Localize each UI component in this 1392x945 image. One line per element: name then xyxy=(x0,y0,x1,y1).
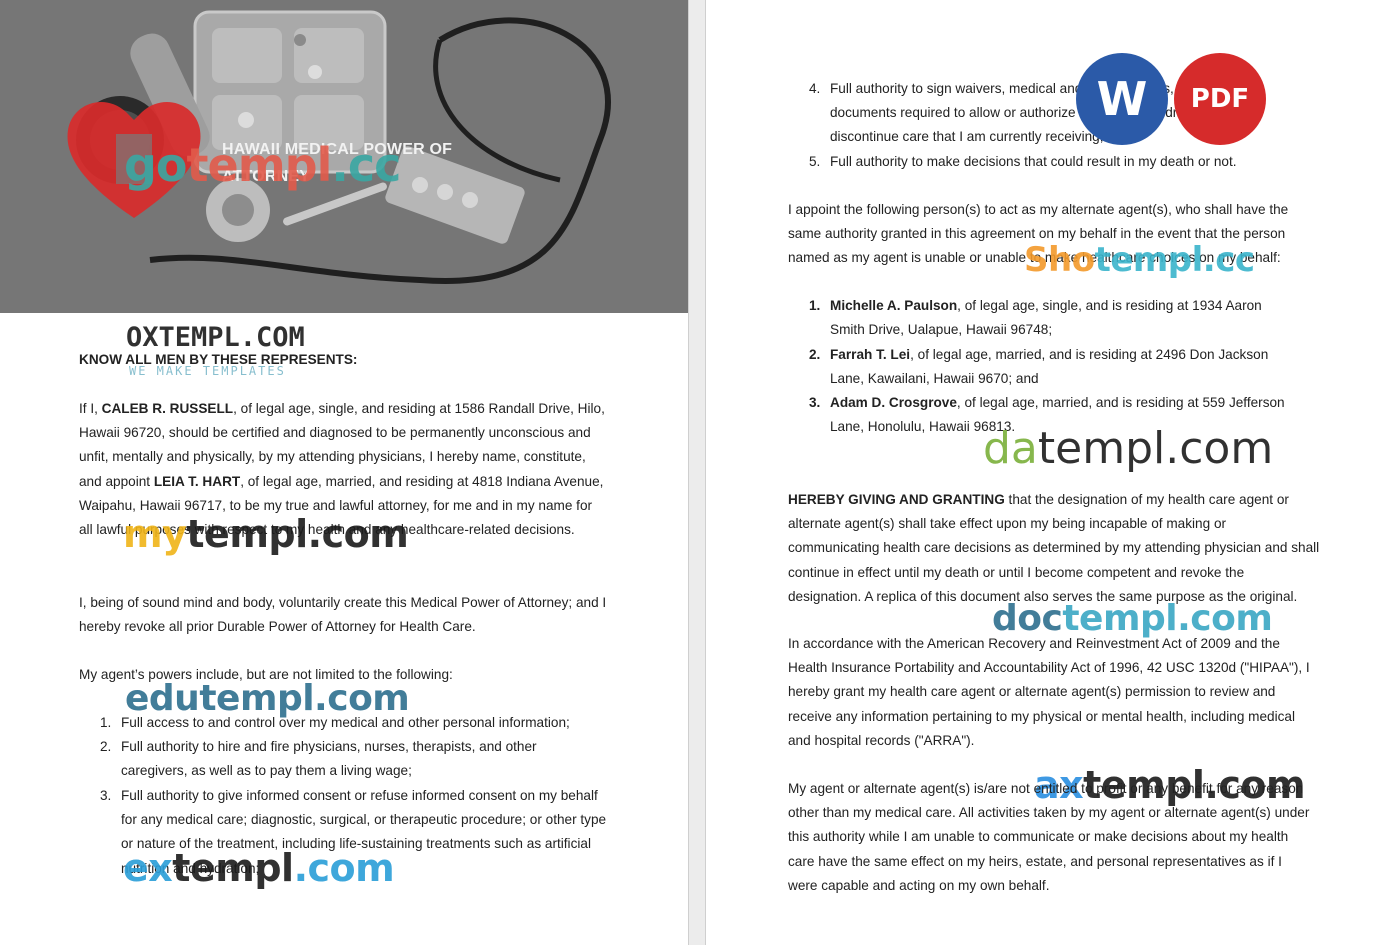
watermark-edutempl: edutempl.com xyxy=(125,678,410,719)
pdf-format-badge[interactable]: PDF xyxy=(1174,53,1266,145)
list-item: Michelle A. Paulson, of legal age, singl… xyxy=(830,298,1262,338)
list-number: 5. xyxy=(809,154,821,169)
paragraph-granting: HEREBY GIVING AND GRANTING that the desi… xyxy=(788,492,1320,604)
watermark-doctempl: doctempl.com xyxy=(992,598,1273,639)
title-line-1: HAWAII MEDICAL POWER OF xyxy=(222,141,453,158)
wm-gotempl-templ: templ xyxy=(186,138,333,192)
list-item: Full access to and control over my medic… xyxy=(121,715,570,730)
watermark-axtempl: axtempl.com xyxy=(1034,763,1306,807)
watermark-gotempl: gotempl.cc xyxy=(124,138,401,192)
paragraph-revocation: I, being of sound mind and body, volunta… xyxy=(79,595,607,635)
title-line-2: ATTORNEY xyxy=(222,168,311,185)
paragraph-powers-intro: My agent’s powers include, but are not l… xyxy=(79,667,453,682)
watermark-extempl: extempl.com xyxy=(123,846,395,890)
wm-gotempl-go: go xyxy=(124,138,188,192)
agent-name: LEIA T. HART xyxy=(153,473,241,489)
watermark-datempl: datempl.com xyxy=(983,423,1274,474)
wm-gotempl-cc: .cc xyxy=(331,138,401,192)
section-heading: KNOW ALL MEN BY THESE REPRESENTS: xyxy=(79,352,358,367)
list-item: Farrah T. Lei, of legal age, married, an… xyxy=(830,347,1269,387)
list-item: Full authority to hire and fire physicia… xyxy=(121,739,537,779)
list-number: 1. xyxy=(100,715,112,730)
document-page-right: 4. Full authority to sign waivers, medic… xyxy=(706,0,1392,945)
stethoscope-photo xyxy=(0,0,688,313)
watermark-mytempl: mytempl.com xyxy=(123,512,409,556)
document-page-left: HAWAII MEDICAL POWER OF ATTORNEY gotempl… xyxy=(0,0,688,945)
paragraph-appointment: If I, CALEB R. RUSSELL, of legal age, si… xyxy=(79,401,605,538)
list-number: 4. xyxy=(809,81,821,96)
list-number: 1. xyxy=(809,298,821,313)
watermark-oxtempl-sub: WE MAKE TEMPLATES xyxy=(129,364,286,378)
heart-logo-icon xyxy=(67,101,201,218)
paragraph-liability: My agent or alternate agent(s) is/are no… xyxy=(788,781,1310,893)
paragraph-alternates-intro: I appoint the following person(s) to act… xyxy=(788,202,1289,266)
watermark-shotempl: Shotempl.cc xyxy=(1024,240,1255,280)
principal-name: CALEB R. RUSSELL xyxy=(101,401,234,416)
paragraph-hipaa: In accordance with the American Recovery… xyxy=(788,636,1310,748)
list-number: 3. xyxy=(809,395,821,410)
list-item: Full authority to give informed consent … xyxy=(121,788,607,876)
list-item: Adam D. Crosgrove, of legal age, married… xyxy=(830,395,1285,435)
page-gutter xyxy=(688,0,706,945)
word-format-badge[interactable]: W xyxy=(1076,53,1168,145)
list-item: Full authority to make decisions that co… xyxy=(830,154,1237,169)
header-image: HAWAII MEDICAL POWER OF ATTORNEY gotempl… xyxy=(0,0,688,313)
watermark-oxtempl: OXTEMPL.COM xyxy=(126,322,305,353)
list-number: 2. xyxy=(100,739,112,754)
document-title: HAWAII MEDICAL POWER OF ATTORNEY xyxy=(222,136,482,190)
list-number: 2. xyxy=(809,347,821,362)
list-number: 3. xyxy=(100,788,112,803)
